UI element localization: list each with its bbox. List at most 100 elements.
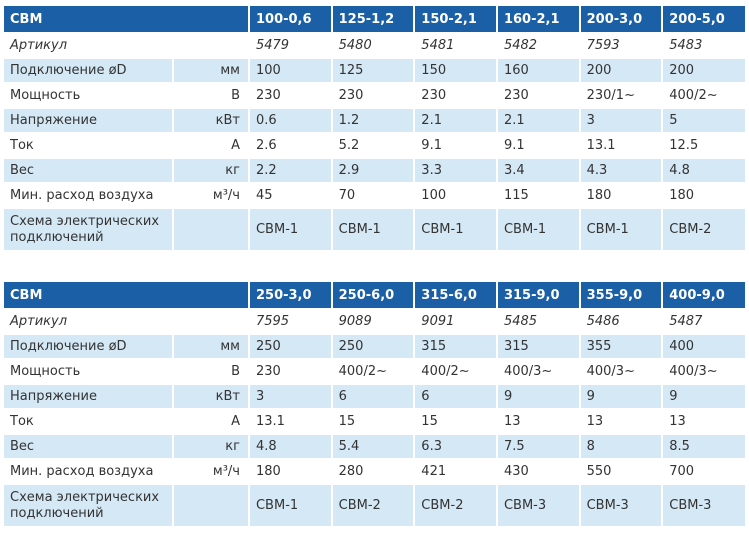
table-cell: 400/2~ bbox=[663, 84, 745, 107]
table-cell: 180 bbox=[580, 184, 662, 207]
table-cell: CBM-2 bbox=[415, 485, 496, 526]
table-cell: 9 bbox=[663, 385, 745, 408]
table-cell: 3.3 bbox=[415, 159, 496, 182]
spec-table-1: CBM 100-0,6 125-1,2 150-2,1 160-2,1 200-3,0 20… bbox=[2, 4, 747, 252]
table-cell: 8 bbox=[580, 435, 662, 458]
table-header-row: CBM 250-3,0 250-6,0 315-6,0 315-9,0 355-9,0 40… bbox=[4, 282, 745, 308]
row-unit: В bbox=[173, 360, 248, 383]
table-cell: 230/1~ bbox=[580, 84, 662, 107]
table-cell: 230 bbox=[332, 84, 414, 107]
model-header: 250-3,0 bbox=[249, 282, 331, 308]
table-cell: 8.5 bbox=[663, 435, 745, 458]
table-cell: 9 bbox=[580, 385, 662, 408]
model-header: 400-9,0 bbox=[663, 282, 745, 308]
table-row: Схема электрических подключений CBM-1 CBM-… bbox=[4, 485, 745, 526]
table-cell: CBM-3 bbox=[497, 485, 579, 526]
table-cell: 150 bbox=[415, 59, 496, 82]
row-label: Мин. расход воздуха bbox=[4, 184, 172, 207]
table-cell: 280 bbox=[332, 460, 414, 483]
table-cell: 9091 bbox=[415, 310, 496, 333]
table-cell: 5479 bbox=[249, 34, 331, 57]
table-cell: CBM-3 bbox=[580, 485, 662, 526]
table-row: Подключение øD мм 250 250 315 315 355 400 bbox=[4, 335, 745, 358]
table-cell: 6 bbox=[332, 385, 414, 408]
table-row: Мощность В 230 230 230 230 230/1~ 400/2~ bbox=[4, 84, 745, 107]
table-row: Напряжение кВт 3 6 6 9 9 9 bbox=[4, 385, 745, 408]
table-cell: CBM-1 bbox=[249, 485, 331, 526]
table-cell: 230 bbox=[249, 84, 331, 107]
table-cell: 2.1 bbox=[415, 109, 496, 132]
table-cell: 5.2 bbox=[332, 134, 414, 157]
row-unit: м³/ч bbox=[173, 460, 248, 483]
table-cell: 100 bbox=[415, 184, 496, 207]
table-cell: 250 bbox=[332, 335, 414, 358]
model-header: 355-9,0 bbox=[580, 282, 662, 308]
table-cell: 1.2 bbox=[332, 109, 414, 132]
model-header: 100-0,6 bbox=[249, 6, 331, 32]
table-cell: 3 bbox=[580, 109, 662, 132]
row-unit: кВт bbox=[173, 385, 248, 408]
table-cell: 250 bbox=[249, 335, 331, 358]
row-label: Напряжение bbox=[4, 109, 172, 132]
row-label: Артикул bbox=[4, 34, 172, 57]
row-unit: кВт bbox=[173, 109, 248, 132]
table-cell: 4.8 bbox=[663, 159, 745, 182]
row-unit: м³/ч bbox=[173, 184, 248, 207]
table-cell: CBM-1 bbox=[497, 209, 579, 250]
spec-table-2: CBM 250-3,0 250-6,0 315-6,0 315-9,0 355-9,0 40… bbox=[2, 280, 747, 528]
table-cell: 200 bbox=[663, 59, 745, 82]
table-cell: 15 bbox=[332, 410, 414, 433]
row-unit: А bbox=[173, 410, 248, 433]
table-cell: 70 bbox=[332, 184, 414, 207]
table-cell: 15 bbox=[415, 410, 496, 433]
table-cell: 13 bbox=[580, 410, 662, 433]
table-row: Мощность В 230 400/2~ 400/2~ 400/3~ 400/3~ 400/… bbox=[4, 360, 745, 383]
model-header: 125-1,2 bbox=[332, 6, 414, 32]
table-row: Вес кг 2.2 2.9 3.3 3.4 4.3 4.8 bbox=[4, 159, 745, 182]
row-label: Мин. расход воздуха bbox=[4, 460, 172, 483]
model-header: 160-2,1 bbox=[497, 6, 579, 32]
table-cell: 315 bbox=[497, 335, 579, 358]
row-label: Схема электрических подключений bbox=[4, 209, 172, 250]
table-row: Схема электрических подключений CBM-1 CBM-… bbox=[4, 209, 745, 250]
table-row: Ток А 2.6 5.2 9.1 9.1 13.1 12.5 bbox=[4, 134, 745, 157]
table-cell: 200 bbox=[580, 59, 662, 82]
table-cell: 400 bbox=[663, 335, 745, 358]
table-row: Подключение øD мм 100 125 150 160 200 200 bbox=[4, 59, 745, 82]
table-cell: 4.8 bbox=[249, 435, 331, 458]
row-label: Мощность bbox=[4, 360, 172, 383]
row-unit bbox=[173, 209, 248, 250]
table-row: Вес кг 4.8 5.4 6.3 7.5 8 8.5 bbox=[4, 435, 745, 458]
model-header: 250-6,0 bbox=[332, 282, 414, 308]
table-cell: 160 bbox=[497, 59, 579, 82]
table-cell: 7593 bbox=[580, 34, 662, 57]
row-unit: мм bbox=[173, 335, 248, 358]
table-cell: 13.1 bbox=[580, 134, 662, 157]
table-cell: 5480 bbox=[332, 34, 414, 57]
table-cell: 9.1 bbox=[497, 134, 579, 157]
row-label: Вес bbox=[4, 435, 172, 458]
table-cell: 5485 bbox=[497, 310, 579, 333]
row-unit: кг bbox=[173, 435, 248, 458]
table-row: Напряжение кВт 0.6 1.2 2.1 2.1 3 5 bbox=[4, 109, 745, 132]
brand-label: CBM bbox=[4, 282, 248, 308]
table-cell: 13.1 bbox=[249, 410, 331, 433]
row-label: Ток bbox=[4, 134, 172, 157]
table-cell: 180 bbox=[249, 460, 331, 483]
row-label: Напряжение bbox=[4, 385, 172, 408]
table-row: Мин. расход воздуха м³/ч 45 70 100 115 180 180 bbox=[4, 184, 745, 207]
row-unit bbox=[173, 310, 248, 333]
table-cell: CBM-1 bbox=[249, 209, 331, 250]
table-cell: 100 bbox=[249, 59, 331, 82]
table-row: Артикул 7595 9089 9091 5485 5486 5487 bbox=[4, 310, 745, 333]
table-cell: 421 bbox=[415, 460, 496, 483]
table-row: Ток А 13.1 15 15 13 13 13 bbox=[4, 410, 745, 433]
table-cell: 230 bbox=[415, 84, 496, 107]
table-cell: 2.2 bbox=[249, 159, 331, 182]
table-cell: 5482 bbox=[497, 34, 579, 57]
row-unit: кг bbox=[173, 159, 248, 182]
table-cell: 315 bbox=[415, 335, 496, 358]
row-label: Схема электрических подключений bbox=[4, 485, 172, 526]
table-cell: CBM-1 bbox=[580, 209, 662, 250]
table-cell: 12.5 bbox=[663, 134, 745, 157]
